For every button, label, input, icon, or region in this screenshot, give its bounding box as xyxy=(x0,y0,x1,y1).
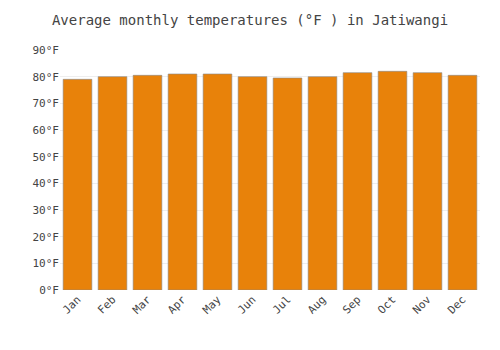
svg-text:60°F: 60°F xyxy=(33,124,60,137)
svg-text:Jan: Jan xyxy=(60,293,83,316)
svg-text:40°F: 40°F xyxy=(33,177,60,190)
svg-text:70°F: 70°F xyxy=(33,97,60,110)
svg-text:Nov: Nov xyxy=(410,293,434,317)
svg-text:May: May xyxy=(200,293,224,317)
svg-text:0°F: 0°F xyxy=(39,284,59,297)
svg-text:Jul: Jul xyxy=(270,293,293,316)
svg-text:50°F: 50°F xyxy=(33,151,60,164)
svg-text:Aug: Aug xyxy=(305,293,328,316)
svg-text:Feb: Feb xyxy=(95,293,118,316)
svg-text:10°F: 10°F xyxy=(33,257,60,270)
svg-text:Apr: Apr xyxy=(165,293,189,317)
svg-text:90°F: 90°F xyxy=(33,44,60,57)
svg-text:Jun: Jun xyxy=(235,293,258,316)
svg-text:80°F: 80°F xyxy=(33,71,60,84)
svg-text:Oct: Oct xyxy=(375,293,398,316)
svg-text:Dec: Dec xyxy=(445,293,468,316)
svg-text:Sep: Sep xyxy=(340,293,363,316)
svg-text:20°F: 20°F xyxy=(33,231,60,244)
svg-text:Average monthly temperatures (: Average monthly temperatures (°F ) in Ja… xyxy=(52,12,448,28)
svg-text:Mar: Mar xyxy=(130,293,154,317)
svg-text:30°F: 30°F xyxy=(33,204,60,217)
